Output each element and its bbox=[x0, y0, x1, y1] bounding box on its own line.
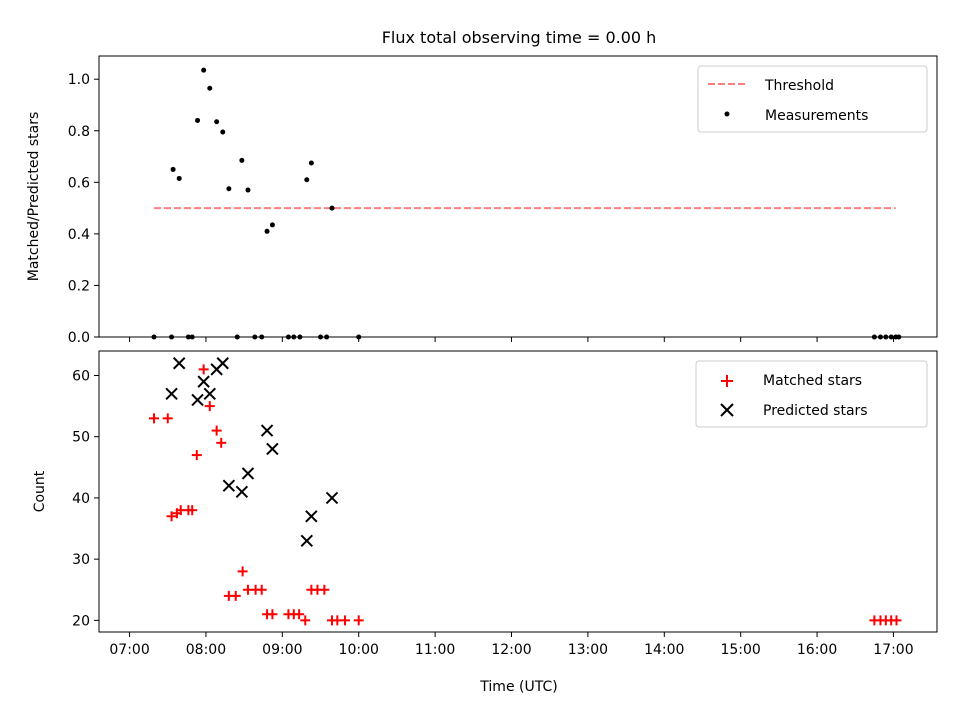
legend-threshold-label: Threshold bbox=[764, 78, 834, 94]
x-tick-label: 08:00 bbox=[186, 642, 226, 658]
y-tick-label: 60 bbox=[72, 368, 90, 384]
legend-matched-label: Matched stars bbox=[763, 373, 862, 389]
x-tick-label: 15:00 bbox=[720, 642, 760, 658]
y-tick-label: 0.8 bbox=[68, 124, 90, 140]
y-tick-label: 20 bbox=[72, 613, 90, 629]
chart-title: Flux total observing time = 0.00 h bbox=[382, 28, 657, 47]
y-tick-label: 30 bbox=[72, 552, 90, 568]
measurement-point bbox=[270, 222, 275, 227]
y-tick-label: 0.2 bbox=[68, 278, 90, 294]
measurement-point bbox=[171, 167, 176, 172]
x-tick-label: 13:00 bbox=[568, 642, 608, 658]
y-tick-label: 0.4 bbox=[68, 227, 90, 243]
x-tick-label: 17:00 bbox=[873, 642, 913, 658]
x-axis-label: Time (UTC) bbox=[479, 679, 557, 695]
top-y-axis-label: Matched/Predicted stars bbox=[26, 112, 42, 282]
x-tick-label: 09:00 bbox=[262, 642, 302, 658]
measurement-point bbox=[195, 118, 200, 123]
y-tick-label: 1.0 bbox=[68, 72, 90, 88]
measurement-point bbox=[220, 130, 225, 135]
x-tick-label: 12:00 bbox=[491, 642, 531, 658]
y-tick-label: 50 bbox=[72, 430, 90, 446]
bottom-legend: Matched stars Predicted stars bbox=[696, 361, 927, 427]
x-tick-label: 11:00 bbox=[415, 642, 455, 658]
x-tick-label: 14:00 bbox=[644, 642, 684, 658]
measurement-point bbox=[207, 86, 212, 91]
measurement-point bbox=[245, 188, 250, 193]
legend-predicted-label: Predicted stars bbox=[763, 403, 868, 419]
measurement-point bbox=[329, 206, 334, 211]
measurement-point bbox=[177, 176, 182, 181]
bottom-y-axis-label: Count bbox=[32, 470, 48, 512]
y-tick-label: 0.0 bbox=[68, 330, 90, 346]
measurement-point bbox=[214, 119, 219, 124]
measurement-point bbox=[309, 160, 314, 165]
top-legend: Threshold Measurements bbox=[698, 66, 927, 132]
y-tick-label: 0.6 bbox=[68, 175, 90, 191]
legend-measurements-label: Measurements bbox=[765, 108, 868, 124]
figure: Flux total observing time = 0.00 h 0.0 0.… bbox=[0, 0, 960, 720]
y-tick-label: 40 bbox=[72, 491, 90, 507]
x-tick-label: 16:00 bbox=[797, 642, 837, 658]
measurement-point bbox=[239, 158, 244, 163]
x-tick-label: 10:00 bbox=[339, 642, 379, 658]
measurement-point bbox=[265, 229, 270, 234]
measurement-point bbox=[201, 68, 206, 73]
measurement-point bbox=[226, 186, 231, 191]
legend-measurements-swatch bbox=[725, 112, 730, 117]
measurement-point bbox=[304, 177, 309, 182]
x-tick-label: 07:00 bbox=[109, 642, 149, 658]
